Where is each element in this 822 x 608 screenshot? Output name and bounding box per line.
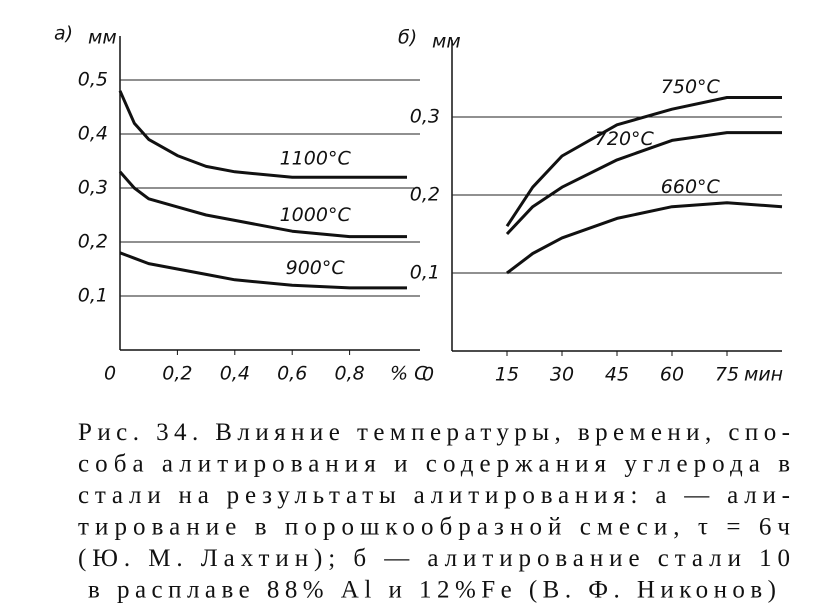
x-tick-label: 0 — [422, 364, 434, 386]
x-axis-label: % С — [390, 363, 428, 385]
curve-label: 720°С — [595, 128, 655, 150]
panel-label: а) — [54, 23, 73, 45]
curve — [505, 96, 782, 228]
curve — [506, 201, 783, 275]
curve-label: 1000°С — [280, 204, 352, 226]
curve — [118, 170, 407, 239]
y-tick-label: 0,2 — [78, 231, 108, 253]
caption-line: тирование в порошкообразной смеси, τ = 6… — [78, 514, 790, 541]
curve-label: 1100°С — [280, 148, 352, 170]
caption: Рис. 34. Влияние температуры, времени, с… — [78, 419, 790, 604]
y-tick-label: 0,5 — [78, 69, 108, 91]
panel-label: б) — [398, 27, 417, 49]
x-tick-label: 0,4 — [220, 363, 250, 385]
x-tick-label: 45 — [605, 364, 629, 386]
curve — [118, 90, 407, 179]
caption-line: (Ю. М. Лахтин); б — алитирование стали 1… — [78, 545, 790, 572]
y-tick-label: 0,2 — [410, 184, 440, 206]
caption-line: стали на результаты алитирования: а — ал… — [78, 482, 790, 509]
x-tick-label: 0 — [104, 363, 116, 385]
x-tick-label: 0,2 — [162, 363, 192, 385]
x-tick-label: 0,8 — [334, 363, 364, 385]
caption-line: соба алитирования и содержания углерода … — [78, 451, 790, 478]
x-tick-label: 15 — [495, 364, 519, 386]
y-tick-label: 0,1 — [78, 285, 108, 307]
y-tick-label: 0,3 — [410, 106, 440, 128]
y-tick-label: 0,1 — [410, 262, 440, 284]
y-tick-label: 0,3 — [78, 177, 108, 199]
x-tick-label: 60 — [660, 364, 684, 386]
x-axis-label: мин — [744, 364, 783, 386]
caption-line: в расплаве 88% Al и 12%Fe (В. Ф. Никонов… — [88, 577, 776, 604]
x-tick-label: 0,6 — [277, 363, 307, 385]
x-tick-label: 75 — [715, 364, 739, 386]
curve-label: 750°С — [661, 76, 721, 98]
y-axis-label: мм — [432, 31, 461, 53]
curve — [119, 251, 407, 290]
curve-label: 660°С — [661, 176, 721, 198]
y-tick-label: 0,4 — [78, 123, 108, 145]
caption-line: Рис. 34. Влияние температуры, времени, с… — [78, 419, 790, 446]
curve — [505, 131, 782, 236]
curve-label: 900°С — [286, 257, 346, 279]
charts: а) мм % С 0,1 0,2 0,3 0,4 0,5 0 0,2 0,4 0,6 0,8 1100°… — [54, 23, 783, 386]
y-axis-label: мм — [88, 27, 117, 49]
x-tick-label: 30 — [550, 364, 574, 386]
